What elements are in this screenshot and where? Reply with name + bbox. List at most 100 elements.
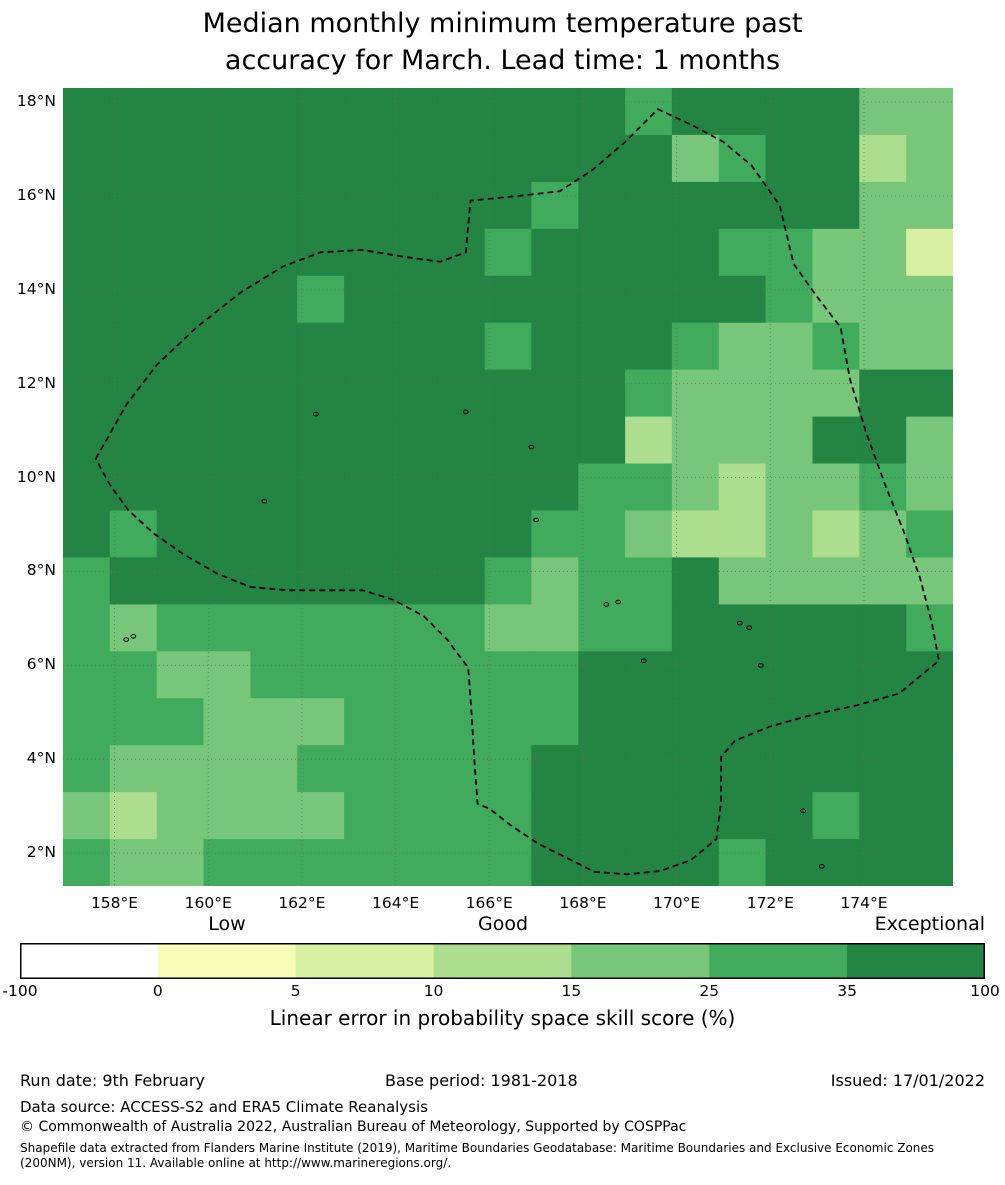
map-cell bbox=[578, 792, 626, 840]
map-cell bbox=[812, 228, 860, 277]
lon-tick-label: 158°E bbox=[90, 894, 139, 912]
map-cell bbox=[859, 651, 907, 699]
map-cell bbox=[297, 745, 345, 793]
map-cell bbox=[63, 88, 111, 136]
map-cell bbox=[671, 698, 720, 746]
colorbar-segment bbox=[433, 943, 573, 979]
map-cell bbox=[344, 557, 392, 605]
map-cell bbox=[250, 275, 298, 324]
map-cell bbox=[906, 88, 953, 136]
map-cell bbox=[156, 181, 205, 230]
map-cell bbox=[718, 745, 767, 793]
map-cell bbox=[625, 416, 673, 465]
map-cell bbox=[250, 88, 298, 136]
map-cell bbox=[109, 510, 158, 559]
map-cell bbox=[156, 698, 205, 746]
map-cell bbox=[63, 792, 111, 840]
map-cell bbox=[156, 88, 205, 136]
map-cell bbox=[484, 322, 533, 371]
map-cell bbox=[390, 369, 439, 418]
map-cell bbox=[63, 463, 111, 512]
map-cell bbox=[718, 88, 767, 136]
lat-tick-label: 8°N bbox=[26, 561, 56, 580]
map-cell bbox=[671, 322, 720, 371]
map-cell bbox=[344, 839, 392, 886]
map-cell bbox=[484, 698, 533, 746]
map-cell bbox=[859, 228, 907, 277]
map-cell bbox=[906, 228, 953, 277]
map-cell bbox=[63, 275, 111, 324]
map-cell bbox=[812, 745, 860, 793]
map-cell bbox=[437, 416, 486, 465]
map-cell bbox=[390, 275, 439, 324]
map-cell bbox=[344, 369, 392, 418]
map-cell bbox=[250, 698, 298, 746]
map-cell bbox=[297, 463, 345, 512]
map-cell bbox=[109, 604, 158, 652]
map-cell bbox=[203, 322, 251, 371]
map-cell bbox=[156, 463, 205, 512]
map-cell bbox=[859, 604, 907, 652]
map-cell bbox=[63, 369, 111, 418]
map-cell bbox=[390, 228, 439, 277]
map-cell bbox=[812, 275, 860, 324]
lat-tick-label: 4°N bbox=[26, 749, 56, 768]
map-cell bbox=[859, 275, 907, 324]
data-source-text: Data source: ACCESS-S2 and ERA5 Climate … bbox=[20, 1098, 428, 1116]
map-cell bbox=[859, 510, 907, 559]
map-cell bbox=[344, 134, 392, 183]
map-cell bbox=[250, 134, 298, 183]
island-outline bbox=[533, 517, 540, 523]
map-cell bbox=[765, 228, 814, 277]
map-cell bbox=[718, 228, 767, 277]
map-cell bbox=[344, 745, 392, 793]
map-cell bbox=[203, 181, 251, 230]
map-cell bbox=[765, 181, 814, 230]
map-cell bbox=[484, 839, 533, 886]
map-cell bbox=[109, 322, 158, 371]
map-cell bbox=[671, 463, 720, 512]
map-cell bbox=[765, 557, 814, 605]
map-cell bbox=[765, 745, 814, 793]
map-cell bbox=[765, 463, 814, 512]
map-cell bbox=[484, 604, 533, 652]
map-cell bbox=[812, 88, 860, 136]
map-cell bbox=[437, 181, 486, 230]
title-line-1: Median monthly minimum temperature past bbox=[202, 8, 803, 39]
colorbar-quality-label-exceptional: Exceptional bbox=[874, 913, 985, 935]
lon-tick-label: 160°E bbox=[184, 894, 232, 912]
map-cell bbox=[671, 839, 720, 886]
map-cell bbox=[297, 698, 345, 746]
map-cell bbox=[109, 369, 158, 418]
map-cell bbox=[765, 792, 814, 840]
colorbar-segment bbox=[157, 943, 297, 979]
map-cell bbox=[344, 651, 392, 699]
island-outline bbox=[818, 864, 825, 869]
map-cell bbox=[625, 792, 673, 840]
map-cell bbox=[203, 88, 251, 136]
map-cell bbox=[437, 88, 486, 136]
map-cell bbox=[297, 557, 345, 605]
lon-tick-label: 166°E bbox=[465, 894, 513, 912]
map-cell bbox=[718, 792, 767, 840]
map-cell bbox=[390, 651, 439, 699]
map-cell bbox=[718, 369, 767, 418]
map-cell bbox=[63, 698, 111, 746]
map-cell bbox=[109, 839, 158, 886]
map-cell bbox=[390, 181, 439, 230]
map-cell bbox=[203, 510, 251, 559]
map-cell bbox=[250, 181, 298, 230]
map-cell bbox=[625, 181, 673, 230]
lon-tick-label: 168°E bbox=[559, 894, 607, 912]
map-cell bbox=[63, 604, 111, 652]
map-cell bbox=[63, 228, 111, 277]
map-cell bbox=[344, 88, 392, 136]
map-cell bbox=[250, 369, 298, 418]
map-cell bbox=[859, 416, 907, 465]
map-cell bbox=[531, 792, 579, 840]
lon-tick-label: 172°E bbox=[746, 894, 794, 912]
map-cell bbox=[718, 839, 767, 886]
map-cell bbox=[671, 181, 720, 230]
colorbar-tick-label: 25 bbox=[699, 982, 720, 1000]
map-cell bbox=[156, 322, 205, 371]
